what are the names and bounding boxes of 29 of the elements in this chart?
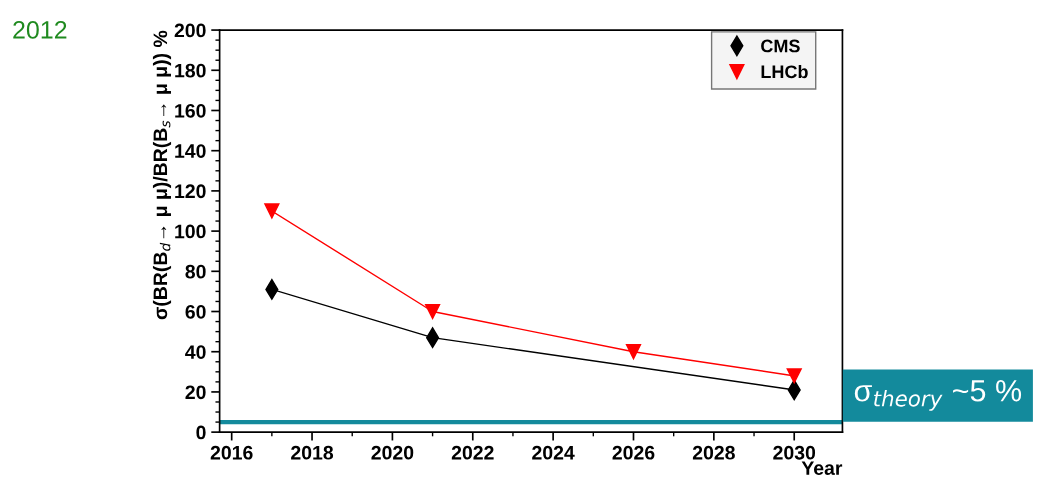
- y-tick-label: 100: [175, 224, 206, 239]
- y-tick-label: 40: [185, 345, 206, 359]
- legend-label: LHCb: [761, 64, 808, 79]
- x-tick-label: 2022: [451, 445, 494, 460]
- y-tick-label: 80: [185, 264, 206, 279]
- y-tick-label: 120: [175, 184, 206, 199]
- y-tick-label: 20: [185, 385, 206, 400]
- y-tick-label: 0: [196, 425, 206, 440]
- ref-line-label: σ$_{theory}$ ~5 %: [854, 380, 1022, 411]
- legend-label: CMS: [761, 39, 800, 53]
- x-tick-label: 2028: [692, 445, 735, 460]
- y-tick-label: 60: [185, 304, 206, 319]
- x-axis-title: Year: [801, 461, 843, 475]
- y-axis-title: σ(BR(B$_{d}$→ μ μ)/BR(B$_{s}$→ μ μ)) %: [152, 30, 172, 320]
- y-tick-label: 180: [175, 63, 206, 78]
- text: 2012: [13, 21, 67, 39]
- y-tick-label: 160: [175, 103, 206, 118]
- y-tick-label: 200: [174, 23, 206, 38]
- point: [625, 344, 642, 360]
- x-tick-label: 2024: [532, 445, 575, 460]
- x-tick-label: 2020: [371, 445, 414, 460]
- point: [264, 203, 280, 219]
- y-tick-label: 140: [175, 144, 206, 158]
- point: [786, 368, 802, 384]
- point: [424, 303, 441, 320]
- x-tick-label: 2030: [773, 445, 816, 460]
- x-tick-label: 2016: [210, 445, 253, 460]
- x-tick-label: 2018: [291, 445, 334, 460]
- x-tick-label: 2026: [612, 445, 655, 460]
